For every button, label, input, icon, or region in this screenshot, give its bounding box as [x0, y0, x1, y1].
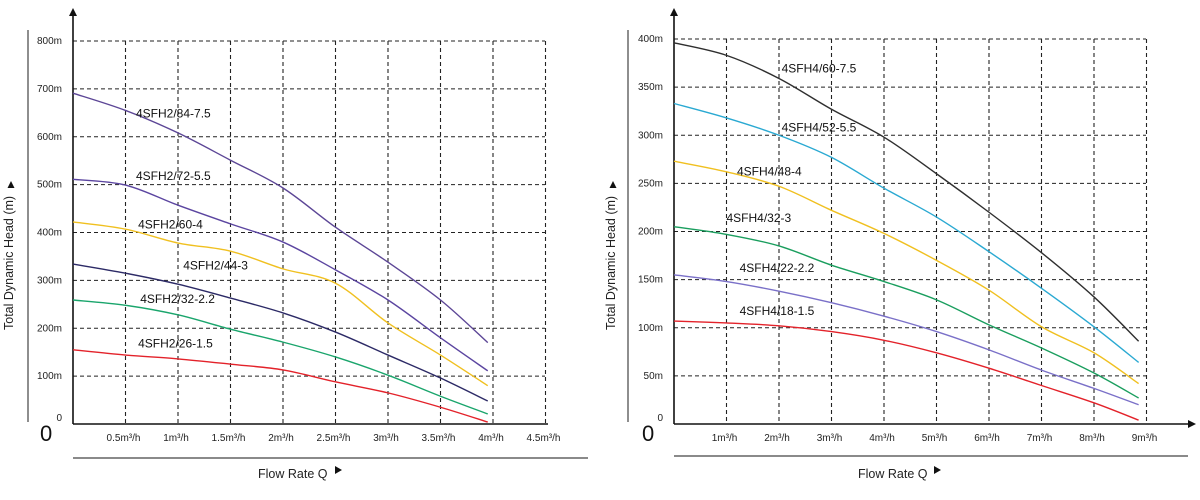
y-tick-label: 0: [657, 413, 663, 424]
series-label: 4SFH4/52-5.5: [782, 120, 857, 134]
y-tick-label: 800m: [37, 36, 62, 47]
series-label: 4SFH4/48-4: [737, 165, 802, 179]
series-line-4sfh4-22-2-2: [673, 274, 1139, 406]
y-tick-label: 200m: [638, 227, 663, 238]
series-line-4sfh4-48-4: [673, 160, 1140, 385]
x-tick-label: 2m³/h: [764, 433, 790, 444]
series-label: 4SFH4/60-7.5: [782, 62, 857, 76]
series-line-4sfh4-52-5-5: [673, 102, 1140, 363]
series-label: 4SFH4/18-1.5: [740, 304, 815, 318]
x-tick-label: 3m³/h: [817, 433, 843, 444]
chart-4sfh4: Total Dynamic Head (m) 0 Flow Rate Q 0 50…: [604, 8, 1196, 481]
series-line-4sfh2-44-3: [72, 263, 489, 402]
x-tick-label: 5m³/h: [922, 433, 948, 444]
series-line-4sfh4-60-7-5: [673, 42, 1140, 342]
x-title-arrow-icon: [934, 466, 941, 474]
series-label: 4SFH4/32-3: [727, 211, 792, 225]
y-tick-label: 400m: [638, 34, 663, 45]
x-axis-title: Flow Rate Q: [858, 467, 928, 481]
grid: [73, 40, 547, 424]
y-tick-label: 700m: [37, 84, 62, 95]
y-tick-label: 0: [56, 413, 62, 424]
y-tick-label: 600m: [37, 132, 62, 143]
y-tick-label: 500m: [37, 180, 62, 191]
series-line-4sfh2-26-1-5: [72, 349, 488, 423]
y-tick-label: 200m: [37, 323, 62, 334]
grid: [674, 38, 1148, 424]
series-line-4sfh2-60-4: [72, 221, 489, 387]
x-tick-label: 2.5m³/h: [317, 433, 351, 444]
y-tick-label: 100m: [638, 323, 663, 334]
series-label: 4SFH2/44-3: [183, 258, 248, 272]
series-label: 4SFH2/84-7.5: [136, 107, 211, 121]
x-tick-label: 2m³/h: [268, 433, 294, 444]
y-tick-label: 350m: [638, 82, 663, 93]
series-line-4sfh2-72-5-5: [72, 178, 489, 372]
y-tick-label: 400m: [37, 228, 62, 239]
x-axis-title: Flow Rate Q: [258, 467, 328, 481]
x-tick-label: 1m³/h: [163, 433, 189, 444]
series-label: 4SFH2/32-2.2: [140, 292, 215, 306]
origin-label: 0: [642, 421, 654, 446]
y-axis-arrow-icon: [69, 8, 77, 16]
x-tick-label: 9m³/h: [1132, 433, 1158, 444]
series-line-4sfh4-32-3: [673, 225, 1139, 399]
x-tick-label: 4.5m³/h: [527, 433, 561, 444]
y-axis-arrow-icon: [670, 8, 678, 16]
y-tick-label: 300m: [37, 275, 62, 286]
series-label: 4SFH2/60-4: [138, 218, 203, 232]
series-line-4sfh2-84-7-5: [72, 92, 489, 344]
y-tick-label: 50m: [644, 371, 663, 382]
y-tick-label: 150m: [638, 275, 663, 286]
y-title-arrow-icon: [7, 181, 15, 188]
x-tick-label: 1m³/h: [712, 433, 738, 444]
x-axis-arrow-icon: [1188, 420, 1196, 428]
x-tick-label: 1.5m³/h: [212, 433, 246, 444]
series-line-4sfh2-32-2-2: [72, 299, 488, 415]
y-tick-label: 100m: [37, 371, 62, 382]
x-tick-label: 0.5m³/h: [107, 433, 141, 444]
x-tick-label: 8m³/h: [1079, 433, 1105, 444]
x-tick-label: 4m³/h: [478, 433, 504, 444]
x-tick-label: 4m³/h: [869, 433, 895, 444]
series-label: 4SFH4/22-2.2: [740, 261, 815, 275]
series-line-4sfh4-18-1-5: [673, 320, 1139, 421]
y-axis-title: Total Dynamic Head (m): [2, 196, 16, 330]
y-tick-label: 300m: [638, 130, 663, 141]
x-tick-label: 3.5m³/h: [422, 433, 456, 444]
series-label: 4SFH2/26-1.5: [138, 336, 213, 350]
x-tick-label: 3m³/h: [373, 433, 399, 444]
series-label: 4SFH2/72-5.5: [136, 169, 211, 183]
x-title-arrow-icon: [335, 466, 342, 474]
chart-4sfh2: Total Dynamic Head (m) 0 Flow Rate Q 0 10…: [2, 8, 588, 481]
y-title-arrow-icon: [609, 181, 617, 188]
x-tick-label: 7m³/h: [1027, 433, 1053, 444]
y-tick-label: 250m: [638, 178, 663, 189]
y-axis-title: Total Dynamic Head (m): [604, 196, 618, 330]
x-tick-label: 6m³/h: [974, 433, 1000, 444]
origin-label: 0: [40, 421, 52, 446]
